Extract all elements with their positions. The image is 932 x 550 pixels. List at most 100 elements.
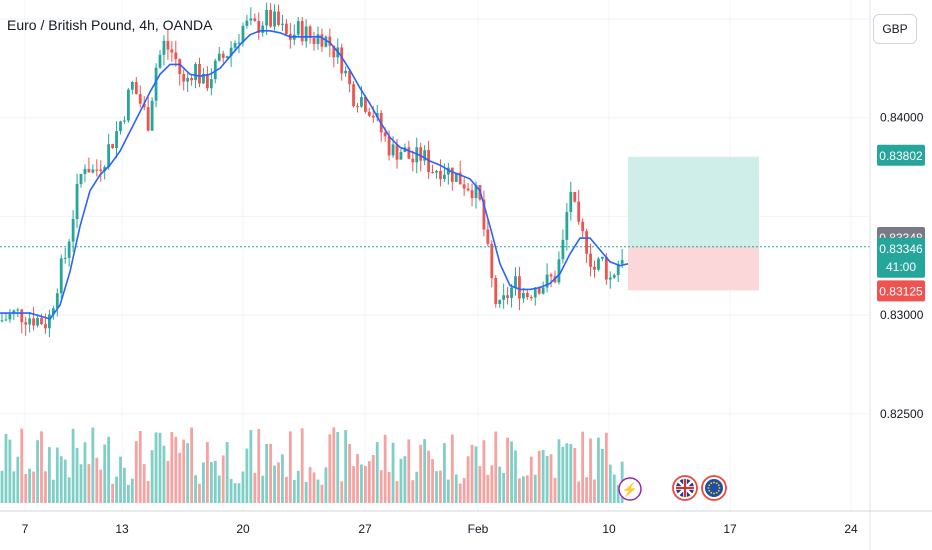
candle-body [407, 147, 411, 159]
chart-grid [0, 0, 870, 511]
candle-body [458, 172, 462, 185]
candle-body [245, 20, 249, 26]
volume-bar [435, 471, 438, 503]
volume-bar [446, 479, 450, 503]
candle-body [174, 52, 178, 60]
volume-bar [190, 427, 193, 503]
volume-bar [87, 464, 91, 503]
candle-body [320, 34, 324, 47]
volume-bar [450, 434, 454, 503]
volume-bar [221, 455, 225, 503]
stop-price-value: 0.83125 [879, 284, 923, 298]
volume-bar [300, 428, 304, 503]
candle-body [186, 78, 190, 82]
volume-bar [119, 456, 122, 503]
candle-body [229, 47, 233, 57]
uk-flag-event-icon[interactable] [672, 475, 698, 501]
volume-bar [75, 447, 79, 503]
candle-body [213, 60, 217, 80]
volume-bar [458, 483, 462, 503]
candle-body [71, 219, 75, 242]
lightning-event-icon[interactable]: ⚡ [618, 477, 642, 501]
volume-bar [439, 470, 442, 503]
candle-body [549, 274, 553, 277]
candle-body [565, 212, 569, 240]
candle-body [20, 309, 24, 323]
time-tick-label: 27 [358, 522, 372, 536]
volume-bar [328, 434, 332, 503]
volume-bar [241, 471, 245, 503]
volume-bar [273, 465, 276, 503]
bar-countdown: 41:00 [886, 260, 916, 274]
candle-body [454, 172, 458, 182]
time-axis[interactable]: 7 13 20 27 Feb 10 17 24 [22, 522, 858, 536]
volume-bar [67, 477, 71, 503]
candle-body [529, 297, 533, 299]
candle-body [217, 53, 221, 61]
price-tick-label: 0.82500 [880, 407, 924, 421]
event-icons[interactable]: ⚡ [618, 475, 727, 501]
volume-bar [261, 475, 265, 503]
time-tick-label: 10 [602, 522, 616, 536]
candle-body [265, 9, 269, 26]
volume-bar [502, 472, 506, 503]
volume-bar [585, 477, 588, 503]
price-tick-label: 0.83000 [880, 308, 924, 322]
volume-bar [474, 446, 478, 503]
candle-body [435, 170, 438, 173]
target-zone[interactable] [628, 156, 759, 247]
price-axis[interactable]: 0.84000 0.83000 0.82500 [880, 111, 924, 421]
candle-body [134, 81, 138, 95]
volume-bar [336, 432, 340, 503]
chart-title: Euro / British Pound, 4h, OANDA [7, 17, 213, 33]
candle-body [257, 20, 261, 33]
candle-body [146, 107, 150, 131]
candle-body [470, 190, 474, 199]
volume-bar [51, 479, 55, 503]
volume-bar [154, 432, 158, 503]
candle-body [190, 78, 193, 81]
volume-bar [545, 455, 549, 503]
volume-bar [391, 442, 395, 503]
candle-body [87, 168, 91, 173]
position-zones[interactable] [628, 156, 759, 291]
volume-bar [581, 431, 585, 503]
current-price-label: 0.83346 41:00 [877, 237, 925, 278]
candle-body [127, 89, 130, 121]
volume-bar [134, 441, 138, 503]
stop-zone[interactable] [628, 246, 759, 291]
candle-body [399, 151, 403, 160]
candle-body [616, 263, 620, 276]
candle-body [312, 38, 316, 45]
eu-flag-event-icon[interactable] [701, 475, 727, 501]
volume-bar [604, 432, 608, 503]
currency-button[interactable]: GBP [873, 14, 917, 44]
candle-body [162, 40, 166, 55]
candle-body [431, 172, 434, 174]
volume-bar [415, 471, 419, 503]
candle-body [352, 84, 355, 107]
volume-bar [281, 454, 284, 503]
volume-bar [138, 431, 142, 503]
candle-body [482, 199, 486, 230]
target-price-label: 0.83802 [877, 144, 925, 166]
candle-body [593, 266, 596, 270]
candle-body [573, 191, 577, 202]
time-tick-label: 7 [22, 522, 29, 536]
candle-body [356, 106, 359, 108]
volume-bar [229, 478, 233, 503]
candle-body [446, 167, 450, 175]
volume-bar [269, 443, 272, 503]
volume-bar [541, 450, 545, 503]
candle-body [304, 26, 308, 42]
volume-bar [36, 440, 39, 503]
candle-body [581, 221, 585, 232]
candle-body [316, 34, 320, 45]
volume-bar [597, 437, 600, 503]
volume-bar [115, 476, 118, 503]
candle-body [391, 144, 395, 156]
candle-body [99, 169, 103, 172]
volume-bar [277, 462, 280, 503]
volume-bar [44, 471, 47, 503]
